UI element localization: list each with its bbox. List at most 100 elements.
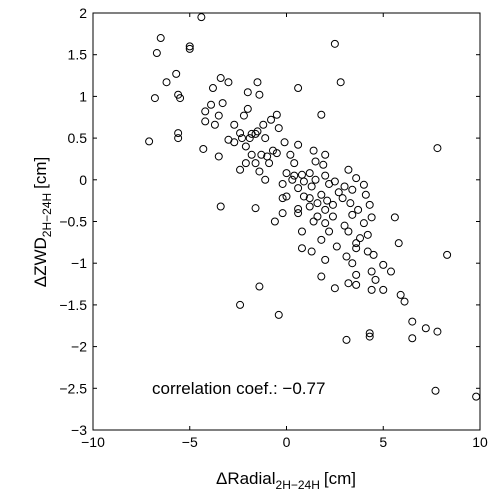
data-point (348, 259, 357, 268)
data-point (156, 34, 165, 43)
data-point (174, 134, 183, 143)
data-point (270, 217, 279, 226)
correlation-annotation: correlation coef.: −0.77 (152, 379, 325, 398)
x-axis-title: ΔRadial2H−24H [cm] (216, 469, 356, 492)
data-point (311, 175, 320, 184)
data-point (386, 267, 395, 276)
data-point (390, 213, 399, 222)
data-point (421, 324, 430, 333)
data-point (218, 99, 227, 108)
data-point (340, 182, 349, 191)
y-tick-label: 2 (79, 5, 87, 21)
data-point (236, 129, 245, 138)
data-point (379, 285, 388, 294)
data-point (408, 334, 417, 343)
data-point (371, 275, 380, 284)
data-point (251, 204, 260, 213)
data-point (325, 179, 334, 188)
y-tick-label: −0.5 (59, 214, 87, 230)
data-point (359, 180, 368, 189)
data-point (321, 255, 330, 264)
data-point (239, 111, 248, 120)
data-point (201, 107, 210, 116)
data-point (253, 78, 262, 87)
data-point (317, 235, 326, 244)
data-point (338, 194, 347, 203)
data-point (199, 144, 208, 153)
y-tick-label: −1.5 (59, 297, 87, 313)
data-point (363, 247, 372, 256)
data-point (340, 221, 349, 230)
data-point (247, 129, 256, 138)
y-tick-label: −3 (71, 422, 87, 438)
data-point (344, 227, 353, 236)
data-point (365, 200, 374, 209)
y-axis-title: ΔZWD2H−24H[cm] (31, 157, 54, 288)
data-point (286, 150, 295, 159)
x-tick-label: −10 (81, 434, 105, 450)
data-point (150, 94, 159, 103)
x-tick-label: 5 (379, 434, 387, 450)
data-point (359, 219, 368, 228)
data-point (230, 138, 239, 147)
data-point (236, 300, 245, 309)
data-point (367, 213, 376, 222)
data-point (274, 310, 283, 319)
data-point (236, 165, 245, 174)
data-point (311, 157, 320, 166)
data-point (278, 209, 287, 218)
data-point (433, 144, 442, 153)
data-point (230, 120, 239, 129)
y-tick-label: 0.5 (68, 130, 88, 146)
data-point (334, 188, 343, 197)
data-point (352, 280, 361, 289)
data-point (305, 202, 314, 211)
data-point (294, 184, 303, 193)
data-point (433, 327, 442, 336)
data-point (307, 182, 316, 191)
data-point (214, 111, 223, 120)
data-point (443, 250, 452, 259)
data-point (162, 78, 171, 87)
data-point (257, 150, 266, 159)
data-point (408, 317, 417, 326)
data-point (363, 230, 372, 239)
data-point (309, 146, 318, 155)
data-point (348, 185, 357, 194)
data-point (214, 152, 223, 161)
data-point (342, 252, 351, 261)
data-point (352, 270, 361, 279)
data-point (367, 285, 376, 294)
data-point (272, 149, 281, 158)
data-point (207, 100, 216, 109)
data-point (280, 138, 289, 147)
data-point (356, 234, 365, 243)
data-point (241, 159, 250, 168)
data-point (309, 217, 318, 226)
x-tick-label: 0 (283, 434, 291, 450)
data-point (294, 204, 303, 213)
y-tick-label: −1 (71, 255, 87, 271)
data-point (352, 239, 361, 248)
y-tick-label: −2.5 (59, 380, 87, 396)
data-point (216, 74, 225, 83)
data-point (330, 284, 339, 293)
data-point (365, 329, 374, 338)
data-point (352, 244, 361, 253)
data-point (472, 392, 481, 401)
data-point (172, 69, 181, 78)
data-point (294, 140, 303, 149)
data-point (369, 250, 378, 259)
data-point (365, 332, 374, 341)
data-point (297, 227, 306, 236)
x-tick-label: −5 (182, 434, 198, 450)
data-point (342, 335, 351, 344)
data-point (394, 239, 403, 248)
data-point (255, 282, 264, 291)
data-point (278, 179, 287, 188)
data-point (344, 165, 353, 174)
data-point (210, 120, 219, 129)
data-point (321, 219, 330, 228)
data-point (313, 199, 322, 208)
